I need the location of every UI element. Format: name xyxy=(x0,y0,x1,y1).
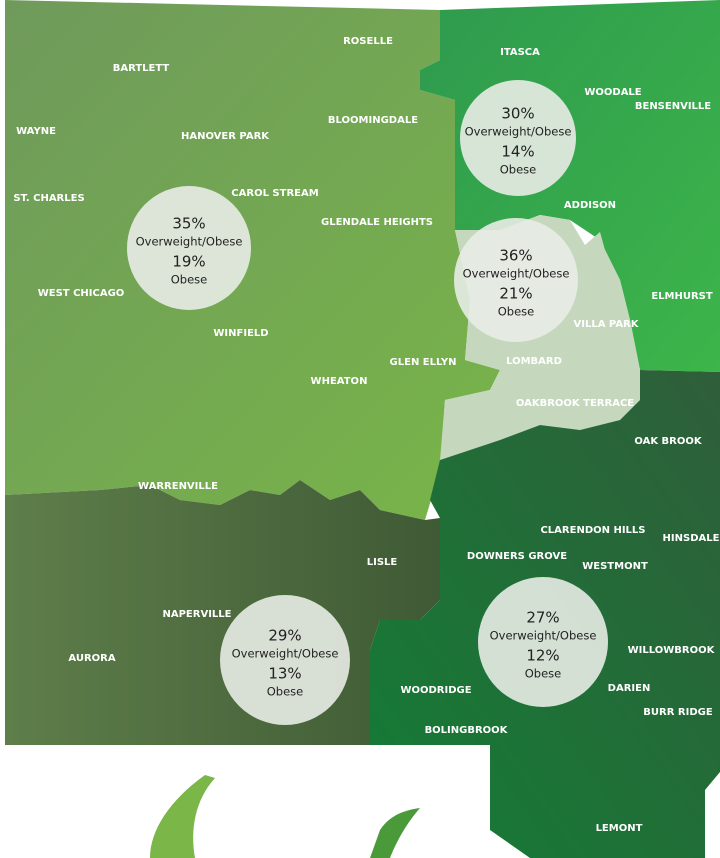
town-label: WHEATON xyxy=(311,376,368,387)
town-label: LOMBARD xyxy=(506,356,562,367)
town-label: WOODALE xyxy=(584,87,641,98)
town-label: WEST CHICAGO xyxy=(38,288,125,299)
stat-circle xyxy=(454,218,578,342)
overweight-percent: 29% xyxy=(268,627,301,645)
town-label: WOODRIDGE xyxy=(400,685,471,696)
town-label: ROSELLE xyxy=(343,36,393,47)
town-label: GLEN ELLYN xyxy=(390,357,457,368)
town-label: CLARENDON HILLS xyxy=(540,525,645,536)
town-label: DARIEN xyxy=(608,683,651,694)
town-label: WARRENVILLE xyxy=(138,481,218,492)
logo-stroke xyxy=(370,808,420,858)
overweight-percent: 35% xyxy=(172,215,205,233)
town-label: WINFIELD xyxy=(213,328,268,339)
logo-stroke xyxy=(150,775,215,858)
stat-circle xyxy=(460,80,576,196)
town-label: NAPERVILLE xyxy=(162,609,231,620)
stat-circle xyxy=(127,186,251,310)
town-label: BURR RIDGE xyxy=(643,707,713,718)
town-label: GLENDALE HEIGHTS xyxy=(321,217,433,228)
overweight-label: Overweight/Obese xyxy=(490,629,597,643)
town-label: ELMHURST xyxy=(651,291,713,302)
town-label: OAKBROOK TERRACE xyxy=(516,398,634,409)
overweight-percent: 30% xyxy=(501,105,534,123)
town-label: LISLE xyxy=(367,557,398,568)
town-label: OAK BROOK xyxy=(634,436,703,447)
town-label: AURORA xyxy=(68,653,115,664)
stat-circle xyxy=(478,577,608,707)
overweight-percent: 27% xyxy=(526,609,559,627)
town-label: VILLA PARK xyxy=(573,319,639,330)
town-label: HINSDALE xyxy=(663,533,720,544)
obese-percent: 13% xyxy=(268,665,301,683)
overweight-label: Overweight/Obese xyxy=(463,267,570,281)
obese-percent: 21% xyxy=(499,285,532,303)
town-label: WAYNE xyxy=(16,126,56,137)
town-label: DOWNERS GROVE xyxy=(467,551,567,562)
region-northwest xyxy=(5,0,500,520)
overweight-percent: 36% xyxy=(499,247,532,265)
overweight-label: Overweight/Obese xyxy=(465,125,572,139)
overweight-label: Overweight/Obese xyxy=(232,647,339,661)
obese-label: Obese xyxy=(498,305,535,319)
obese-label: Obese xyxy=(267,685,304,699)
town-label: WESTMONT xyxy=(582,561,648,572)
town-label: ST. CHARLES xyxy=(13,193,84,204)
town-label: ADDISON xyxy=(564,200,616,211)
town-label: BARTLETT xyxy=(113,63,170,74)
obese-label: Obese xyxy=(171,273,208,287)
town-label: WILLOWBROOK xyxy=(628,645,716,656)
town-label: BLOOMINGDALE xyxy=(328,115,418,126)
obese-label: Obese xyxy=(525,667,562,681)
obese-percent: 12% xyxy=(526,647,559,665)
town-label: HANOVER PARK xyxy=(181,131,270,142)
overweight-label: Overweight/Obese xyxy=(136,235,243,249)
obese-percent: 14% xyxy=(501,143,534,161)
town-label: LEMONT xyxy=(596,823,643,834)
town-label: CAROL STREAM xyxy=(231,188,318,199)
obese-percent: 19% xyxy=(172,253,205,271)
town-label: BENSENVILLE xyxy=(635,101,711,112)
stat-circle xyxy=(220,595,350,725)
obese-label: Obese xyxy=(500,163,537,177)
town-label: BOLINGBROOK xyxy=(425,725,509,736)
town-label: ITASCA xyxy=(500,47,540,58)
